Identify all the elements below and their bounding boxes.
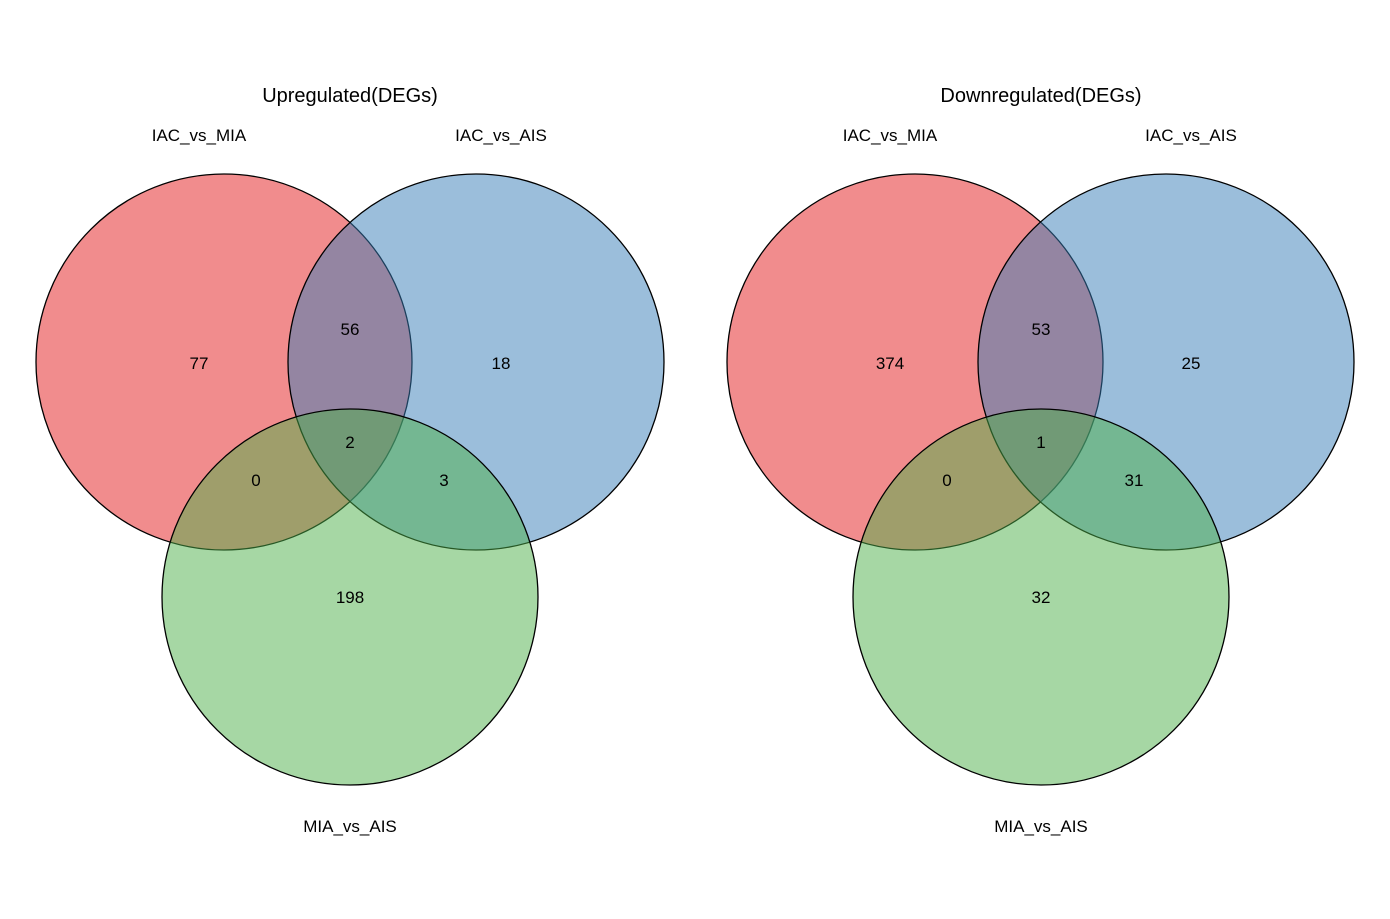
set-label-b: IAC_vs_AIS	[1145, 126, 1237, 145]
count-a-only: 374	[876, 354, 904, 373]
set-label-b: IAC_vs_AIS	[455, 126, 547, 145]
count-abc: 1	[1036, 433, 1045, 452]
count-a-only: 77	[190, 354, 209, 373]
count-ac: 0	[251, 471, 260, 490]
venn-panel-upregulated: Upregulated(DEGs) IAC_vs_MIA IAC_vs_AIS …	[35, 85, 665, 836]
count-b-only: 18	[492, 354, 511, 373]
venn-panel-downregulated: Downregulated(DEGs) IAC_vs_MIA IAC_vs_AI…	[726, 85, 1355, 836]
set-label-a: IAC_vs_MIA	[843, 126, 938, 145]
set-circle-c	[852, 408, 1230, 786]
set-circle-c	[161, 408, 539, 786]
set-label-c: MIA_vs_AIS	[303, 817, 397, 836]
count-ab: 56	[341, 320, 360, 339]
count-b-only: 25	[1182, 354, 1201, 373]
panel-title: Upregulated(DEGs)	[262, 85, 438, 107]
count-ab: 53	[1032, 320, 1051, 339]
count-c-only: 32	[1032, 588, 1051, 607]
count-abc: 2	[345, 433, 354, 452]
count-bc: 3	[439, 471, 448, 490]
set-label-a: IAC_vs_MIA	[152, 126, 247, 145]
count-c-only: 198	[336, 588, 364, 607]
panel-title: Downregulated(DEGs)	[940, 85, 1141, 107]
count-ac: 0	[942, 471, 951, 490]
count-bc: 31	[1125, 471, 1144, 490]
set-label-c: MIA_vs_AIS	[994, 817, 1088, 836]
